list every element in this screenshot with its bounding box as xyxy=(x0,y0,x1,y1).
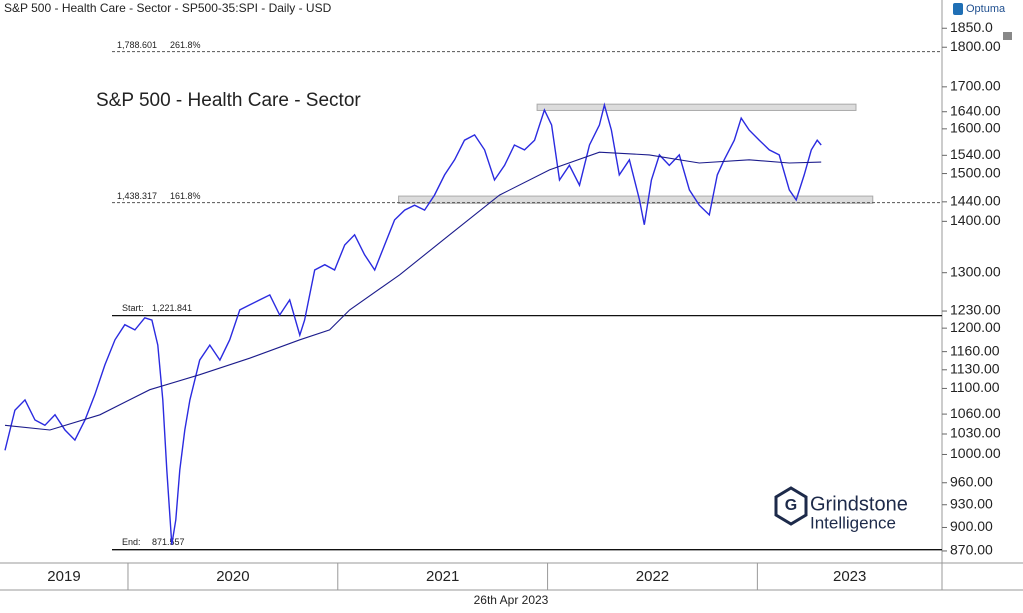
y-tick-label: 1230.00 xyxy=(950,302,1001,318)
fib-ratio: 161.8% xyxy=(170,191,201,201)
brand: Optuma xyxy=(966,3,1006,15)
x-tick-label: 2023 xyxy=(833,568,866,585)
fib-value: 1,438.317 xyxy=(117,191,157,201)
y-tick-label: 1200.00 xyxy=(950,319,1001,335)
watermark-logo xyxy=(774,486,808,526)
level-name: Start: xyxy=(122,303,144,313)
y-tick-label: 1700.00 xyxy=(950,78,1001,94)
level-value: 1,221.841 xyxy=(152,303,192,313)
date-label: 26th Apr 2023 xyxy=(474,593,549,607)
level-value: 871.557 xyxy=(152,537,185,547)
y-tick-label: 900.00 xyxy=(950,518,993,534)
x-tick-label: 2019 xyxy=(47,568,80,585)
y-tick-label: 930.00 xyxy=(950,495,993,511)
watermark-logo-letter: G xyxy=(785,497,797,514)
brand-logo xyxy=(953,3,963,15)
watermark-text: Grindstone xyxy=(810,493,908,515)
y-tick-label: 1130.00 xyxy=(950,360,1000,376)
zone xyxy=(398,195,874,204)
y-tick-label: 1160.00 xyxy=(950,342,1000,358)
watermark: G Grindstone Intelligence xyxy=(774,486,908,532)
chart-title: S&P 500 - Health Care - Sector - SP500-3… xyxy=(4,1,332,15)
watermark-text: Intelligence xyxy=(810,513,896,532)
y-tick-label: 1800.00 xyxy=(950,38,1001,54)
y-tick-label: 870.00 xyxy=(950,542,993,558)
y-tick-label: 1030.00 xyxy=(950,425,1001,441)
series-line xyxy=(4,151,822,431)
y-tick-label: 1500.00 xyxy=(950,164,1001,180)
lock-icon xyxy=(1003,32,1012,40)
y-tick-label: 960.00 xyxy=(950,473,993,489)
y-tick-label: 1600.00 xyxy=(950,120,1001,136)
y-tick-label: 1060.00 xyxy=(950,405,1001,421)
level-name: End: xyxy=(122,537,141,547)
y-tick-label: 1640.00 xyxy=(950,102,1001,118)
fib-value: 1,788.601 xyxy=(117,40,157,50)
y-tick-label: 1000.00 xyxy=(950,445,1001,461)
zone xyxy=(536,103,857,111)
chart-label: S&P 500 - Health Care - Sector xyxy=(96,90,361,111)
x-tick-label: 2021 xyxy=(426,568,459,585)
y-tick-label: 1850.0 xyxy=(950,19,993,35)
x-tick-label: 2020 xyxy=(216,568,249,585)
y-tick-label: 1300.00 xyxy=(950,263,1001,279)
series-line xyxy=(4,102,822,545)
y-tick-label: 1440.00 xyxy=(950,193,1001,209)
y-tick-label: 1540.00 xyxy=(950,146,1001,162)
fib-ratio: 261.8% xyxy=(170,40,201,50)
x-tick-label: 2022 xyxy=(636,568,669,585)
y-tick-label: 1400.00 xyxy=(950,212,1001,228)
y-tick-label: 1100.00 xyxy=(950,379,1000,395)
